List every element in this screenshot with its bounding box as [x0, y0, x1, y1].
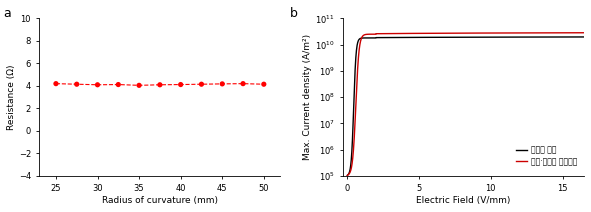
신축성 금속: [344, 175, 351, 177]
신축·전도성 나노소재: [550, 32, 557, 34]
Point: [259, 82, 268, 86]
Point: [238, 82, 248, 85]
Point: [155, 83, 165, 86]
Point: [113, 83, 123, 86]
Line: 신축성 금속: 신축성 금속: [348, 37, 584, 176]
Point: [197, 82, 206, 86]
Point: [72, 82, 82, 86]
Point: [134, 84, 144, 87]
Text: a: a: [3, 7, 11, 20]
X-axis label: Radius of curvature (mm): Radius of curvature (mm): [102, 196, 218, 205]
Point: [217, 82, 227, 86]
신축성 금속: [371, 37, 378, 39]
Point: [51, 82, 61, 85]
신축·전도성 나노소재: [344, 175, 351, 177]
Text: b: b: [290, 7, 298, 20]
신축성 금속: [385, 36, 392, 39]
신축·전도성 나노소재: [580, 31, 587, 34]
Y-axis label: Resistance (Ω): Resistance (Ω): [7, 64, 16, 130]
신축성 금속: [434, 36, 441, 39]
신축성 금속: [576, 36, 583, 38]
신축·전도성 나노소재: [385, 32, 392, 35]
신축성 금속: [550, 36, 557, 38]
Legend: 신축성 금속, 신축·전도성 나노소재: 신축성 금속, 신축·전도성 나노소재: [512, 143, 580, 169]
신축·전도성 나노소재: [371, 33, 378, 35]
Y-axis label: Max. Current density (A/m²): Max. Current density (A/m²): [303, 34, 312, 160]
Point: [176, 83, 186, 86]
Line: 신축·전도성 나노소재: 신축·전도성 나노소재: [348, 33, 584, 176]
X-axis label: Electric Field (V/mm): Electric Field (V/mm): [416, 196, 511, 205]
신축·전도성 나노소재: [445, 32, 452, 35]
신축·전도성 나노소재: [576, 32, 583, 34]
신축성 금속: [580, 36, 587, 38]
신축·전도성 나노소재: [434, 32, 441, 35]
Point: [93, 83, 102, 86]
신축성 금속: [445, 36, 452, 39]
